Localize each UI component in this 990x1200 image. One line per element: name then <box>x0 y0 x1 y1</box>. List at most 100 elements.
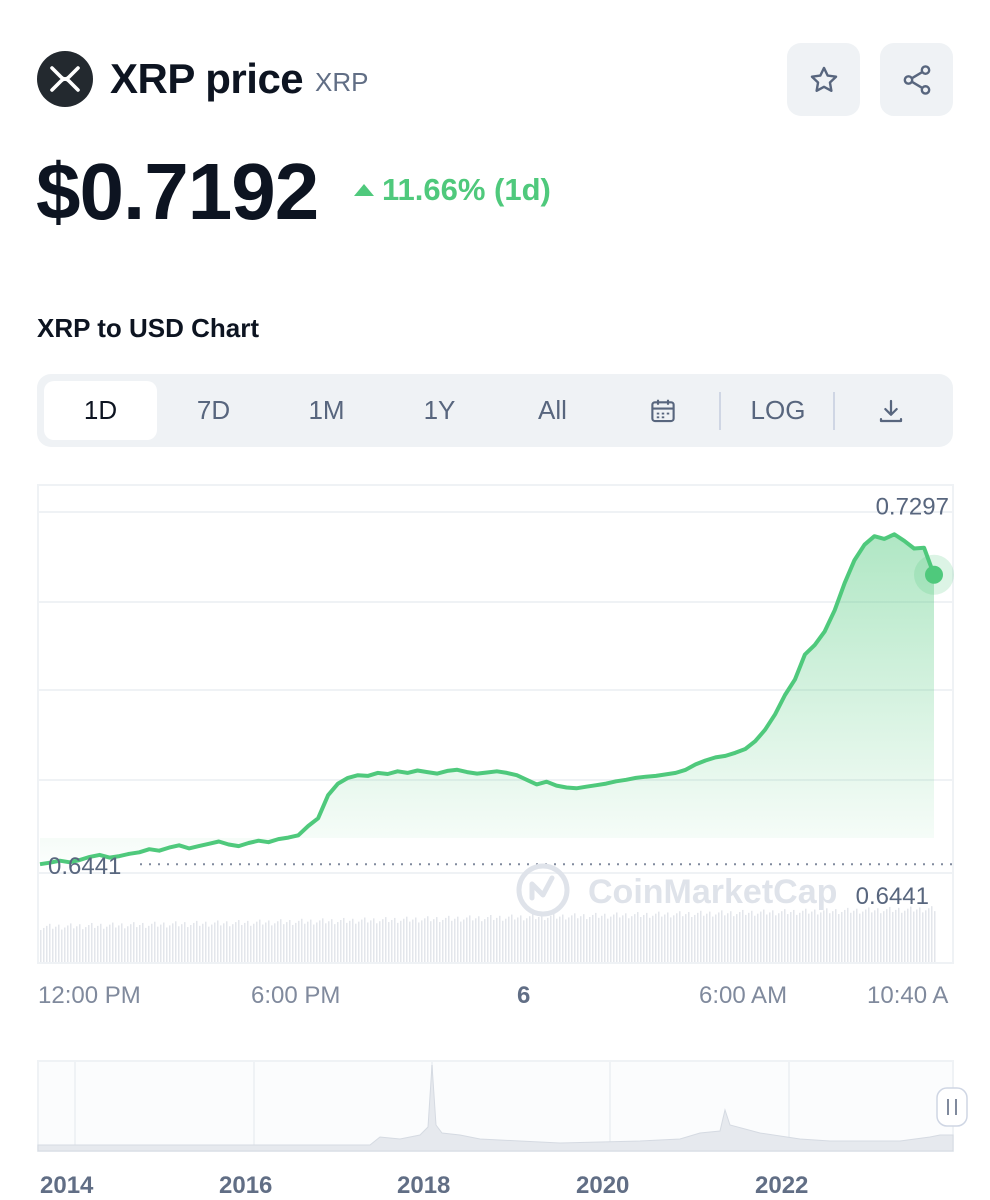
volume-bar <box>601 915 603 962</box>
volume-bar <box>406 916 408 962</box>
tab-all[interactable]: All <box>538 395 567 425</box>
volume-bar <box>58 924 60 962</box>
volume-bar <box>52 928 54 962</box>
volume-bar <box>79 924 81 962</box>
volume-bar <box>211 924 213 962</box>
volume-bar <box>385 917 387 962</box>
volume-bar <box>379 921 381 962</box>
triangle-up-icon <box>354 184 374 196</box>
price-chart[interactable]: CoinMarketCap 0.7297 0.6441 0.6441 <box>0 470 990 1030</box>
volume-bar <box>664 914 666 962</box>
volume-bar <box>463 919 465 962</box>
volume-bar <box>310 919 312 962</box>
volume-bar <box>196 920 198 962</box>
volume-bar <box>331 919 333 962</box>
tab-7d[interactable]: 7D <box>196 395 231 425</box>
overview-year-label: 2022 <box>755 1172 809 1199</box>
volume-bar <box>328 921 330 962</box>
volume-bar <box>277 921 279 962</box>
volume-bar <box>805 908 807 962</box>
share-button[interactable] <box>880 43 953 116</box>
volume-bar <box>184 922 186 962</box>
volume-bar <box>679 911 681 962</box>
volume-bar <box>913 911 915 962</box>
volume-bar <box>589 917 591 962</box>
volume-bar <box>871 912 873 962</box>
volume-bar <box>127 926 129 962</box>
volume-bar <box>796 914 798 962</box>
volume-bar <box>739 912 741 962</box>
volume-bar <box>628 918 630 962</box>
volume-bar <box>289 920 291 962</box>
volume-bar <box>505 918 507 962</box>
volume-bar <box>145 927 147 962</box>
volume-bar <box>838 914 840 962</box>
volume-bar <box>49 923 51 962</box>
volume-bar <box>928 908 930 962</box>
volume-bar <box>910 906 912 962</box>
volume-bar <box>853 910 855 962</box>
volume-bar <box>370 920 372 962</box>
volume-bar <box>841 911 843 962</box>
volume-bar <box>133 922 135 962</box>
volume-bar <box>43 927 45 962</box>
volume-bar <box>535 919 537 962</box>
volume-bar <box>685 914 687 962</box>
volume-bar <box>790 912 792 962</box>
volume-bar <box>394 917 396 962</box>
volume-bar <box>202 923 204 962</box>
volume-bar <box>55 926 57 962</box>
volume-bar <box>286 922 288 962</box>
volume-bar <box>247 920 249 962</box>
volume-bar <box>868 907 870 962</box>
volume-bar <box>100 923 102 962</box>
volume-bar <box>319 920 321 962</box>
volume-bar <box>112 922 114 962</box>
volume-bar <box>223 923 225 962</box>
volume-bar <box>400 920 402 962</box>
volume-bar <box>265 922 267 962</box>
log-scale-toggle[interactable]: LOG <box>750 395 806 425</box>
volume-bar <box>250 925 252 962</box>
volume-bar <box>316 922 318 962</box>
volume-bar <box>466 917 468 962</box>
tab-1y[interactable]: 1Y <box>423 395 456 425</box>
volume-bar <box>403 918 405 962</box>
volume-bar <box>616 912 618 962</box>
calendar-button[interactable] <box>609 381 716 440</box>
volume-bar <box>931 906 933 962</box>
navigator-handle[interactable] <box>936 1087 968 1127</box>
tab-1d[interactable]: 1D <box>44 381 157 440</box>
volume-bar <box>109 924 111 962</box>
volume-bar <box>121 923 123 962</box>
volume-bar <box>388 922 390 962</box>
grip-icon <box>947 1099 957 1115</box>
volume-bar <box>598 917 600 962</box>
volume-bar <box>490 915 492 962</box>
volume-bar <box>775 915 777 962</box>
volume-bar <box>40 930 42 962</box>
volume-bar <box>88 925 90 962</box>
volume-bar <box>550 915 552 962</box>
volume-bar <box>925 910 927 962</box>
volume-bar <box>304 923 306 962</box>
volume-bar <box>268 920 270 962</box>
volume-bar <box>493 919 495 962</box>
volume-bar <box>874 910 876 962</box>
watchlist-button[interactable] <box>787 43 860 116</box>
volume-bar <box>718 912 720 962</box>
volume-bar <box>835 909 837 962</box>
volume-bar <box>253 923 255 962</box>
download-button[interactable] <box>836 381 946 440</box>
volume-bar <box>907 908 909 962</box>
volume-bar <box>760 911 762 962</box>
tab-1m[interactable]: 1M <box>308 395 345 425</box>
overview-navigator[interactable] <box>0 1055 990 1160</box>
volume-bar <box>757 913 759 962</box>
volume-bar <box>412 919 414 962</box>
volume-bar <box>427 916 429 962</box>
volume-bar <box>769 912 771 962</box>
volume-bar <box>898 907 900 962</box>
volume-bar <box>181 924 183 962</box>
volume-bar <box>103 928 105 962</box>
